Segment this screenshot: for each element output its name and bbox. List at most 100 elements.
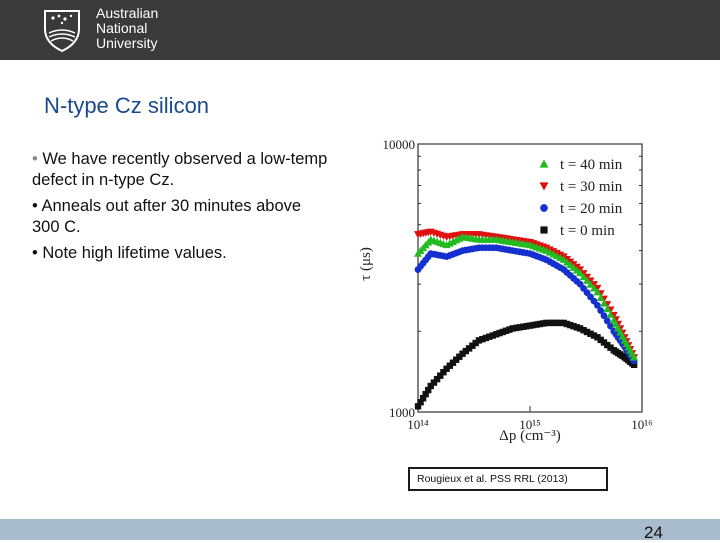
data-point xyxy=(560,319,567,327)
wordmark-line-1: Australian xyxy=(96,5,159,21)
bullet-text: Note high lifetime values. xyxy=(42,244,227,262)
data-point xyxy=(502,327,510,334)
data-point xyxy=(536,320,544,328)
legend-marker xyxy=(540,204,548,212)
slide-title: N-type Cz silicon xyxy=(44,93,210,118)
anu-crest-icon xyxy=(44,10,80,53)
data-point xyxy=(516,324,523,331)
y-axis-label: τ (μs) xyxy=(358,247,374,281)
data-point xyxy=(530,321,537,329)
data-point xyxy=(462,347,470,355)
data-point xyxy=(523,323,530,330)
data-point xyxy=(597,307,605,314)
data-point xyxy=(630,353,639,361)
data-point xyxy=(583,328,591,336)
data-point xyxy=(489,332,497,339)
data-point xyxy=(472,339,479,347)
data-point xyxy=(459,350,466,357)
x-tick-label: 10¹⁶ xyxy=(631,417,652,432)
wordmark-line-2: National xyxy=(96,20,148,36)
data-point xyxy=(427,382,434,390)
y-tick-label: 10000 xyxy=(383,137,416,152)
data-point xyxy=(590,332,598,339)
data-point xyxy=(567,321,574,329)
data-point xyxy=(557,319,564,327)
plot-frame xyxy=(417,143,643,413)
data-point xyxy=(430,379,438,386)
university-wordmark: Australian National University xyxy=(96,6,158,51)
data-point xyxy=(570,323,577,330)
data-point xyxy=(486,333,493,340)
header-bar: Australian National University xyxy=(0,0,720,60)
bullet-list: • We have recently observed a low-temp d… xyxy=(32,149,332,269)
data-point xyxy=(599,299,608,307)
bullet-item: • We have recently observed a low-temp d… xyxy=(32,150,328,189)
data-point xyxy=(604,341,611,349)
citation-box: Rougieux et al. PSS RRL (2013) xyxy=(408,467,608,491)
bullet-item: • Anneals out after 30 minutes above 300… xyxy=(32,197,302,236)
data-point xyxy=(526,322,534,329)
bullet-item: • Note high lifetime values. xyxy=(32,244,227,262)
x-tick-label: 10¹⁴ xyxy=(407,417,429,432)
data-point xyxy=(543,319,550,327)
data-point xyxy=(593,288,602,296)
data-point xyxy=(580,327,587,334)
lifetime-chart: 10¹⁴ 10¹⁵ 10¹⁶ 10000 1000 t = 40 min t = 30 m… xyxy=(358,137,653,444)
data-point xyxy=(539,320,547,327)
wordmark-line-3: University xyxy=(96,35,158,51)
data-point xyxy=(440,369,447,376)
bullet-text: Anneals out after 30 minutes above 300 C… xyxy=(32,197,302,236)
legend-marker xyxy=(539,159,549,168)
data-point xyxy=(475,337,483,344)
data-point xyxy=(482,334,490,342)
data-point xyxy=(496,329,503,337)
data-point xyxy=(597,336,604,344)
data-point xyxy=(573,324,581,331)
data-point xyxy=(576,325,584,332)
data-point xyxy=(509,325,516,332)
data-point xyxy=(519,323,527,330)
legend-label: t = 40 min xyxy=(560,157,623,173)
data-point xyxy=(433,375,441,383)
data-point xyxy=(606,310,615,318)
data-point xyxy=(414,403,422,410)
data-point xyxy=(607,322,614,330)
data-point xyxy=(499,328,507,336)
data-point xyxy=(607,344,614,351)
data-point xyxy=(469,342,476,349)
data-point xyxy=(583,276,592,284)
data-point xyxy=(589,284,598,292)
data-point xyxy=(417,399,424,406)
data-point xyxy=(600,339,608,346)
series-t-0-min xyxy=(414,319,638,410)
bullet-text: We have recently observed a low-temp def… xyxy=(32,150,328,189)
data-point xyxy=(600,312,608,320)
series-t-20-min xyxy=(414,244,638,365)
data-point xyxy=(550,319,557,327)
y-tick-label: 1000 xyxy=(389,405,415,420)
x-axis-label: Δp (cm⁻³) xyxy=(499,428,561,444)
data-point xyxy=(493,331,500,338)
legend-marker xyxy=(539,182,549,191)
data-point xyxy=(479,335,486,343)
data-point xyxy=(630,361,638,369)
data-point xyxy=(422,390,429,398)
data-point xyxy=(533,321,540,328)
series-t-40-min xyxy=(414,232,639,361)
footer-bar xyxy=(0,519,720,540)
data-point xyxy=(437,372,444,379)
data-point xyxy=(587,330,594,337)
data-point xyxy=(506,326,513,333)
data-point xyxy=(586,280,595,288)
legend-label: t = 30 min xyxy=(560,179,623,195)
data-point xyxy=(425,386,432,394)
x-tick-label: 10¹⁵ xyxy=(519,417,540,432)
data-point xyxy=(512,324,520,332)
data-point xyxy=(594,334,601,341)
legend-label: t = 20 min xyxy=(560,201,623,217)
data-point xyxy=(546,319,554,327)
data-point xyxy=(596,293,605,301)
data-point xyxy=(603,317,611,325)
data-point xyxy=(594,301,601,309)
legend-label: t = 0 min xyxy=(560,223,615,239)
